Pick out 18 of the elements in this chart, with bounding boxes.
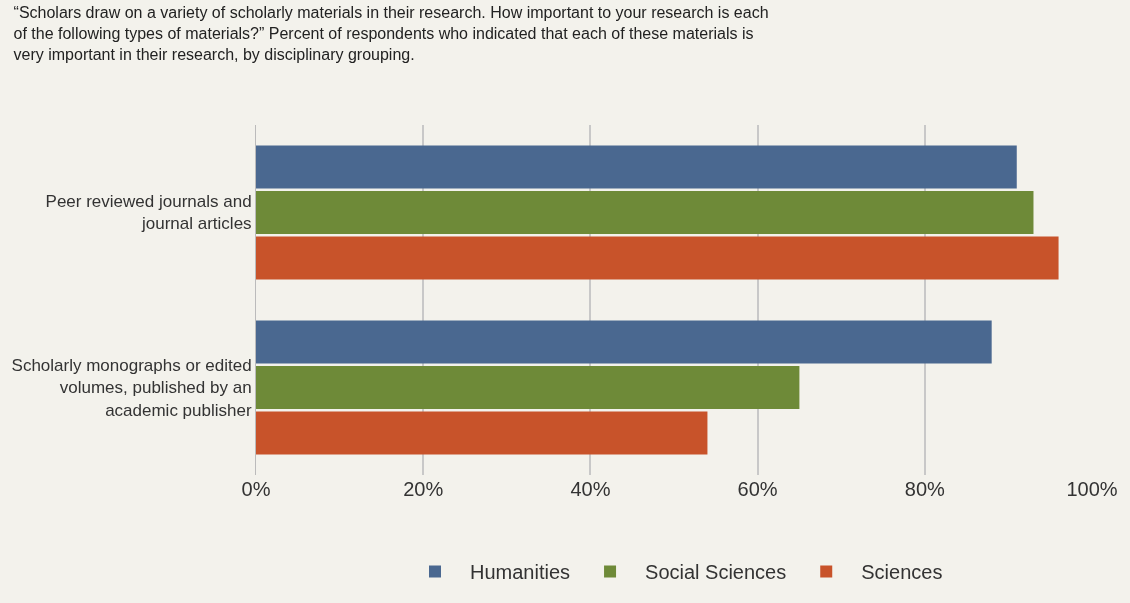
bar — [256, 190, 1034, 235]
y-tick-label: Peer reviewed journals and journal articles — [45, 192, 252, 234]
x-tick-label: 0% — [241, 478, 271, 500]
chart-title: “Scholars draw on a variety of scholarly materials in their research. How important to your research is each of the following types of materials?” Percent of respondents who indicated that each of these materials is very important in their research, by disciplinary grouping. — [13, 4, 769, 63]
bar — [256, 365, 800, 410]
x-tick-label: 80% — [904, 478, 946, 500]
bar — [256, 320, 992, 364]
legend-label: Sciences — [861, 561, 943, 584]
bar — [256, 411, 708, 455]
legend-label: Humanities — [470, 561, 571, 584]
y-tick-label: Scholarly monographs or edited volumes, published by an academic publisher — [11, 356, 252, 420]
x-tick-label: 100% — [1066, 478, 1118, 500]
legend-label: Social Sciences — [645, 561, 787, 584]
bar — [256, 145, 1017, 189]
bar — [256, 236, 1059, 280]
x-tick-label: 20% — [403, 478, 444, 500]
x-tick-label: 40% — [570, 478, 611, 500]
x-tick-label: 60% — [737, 478, 778, 500]
